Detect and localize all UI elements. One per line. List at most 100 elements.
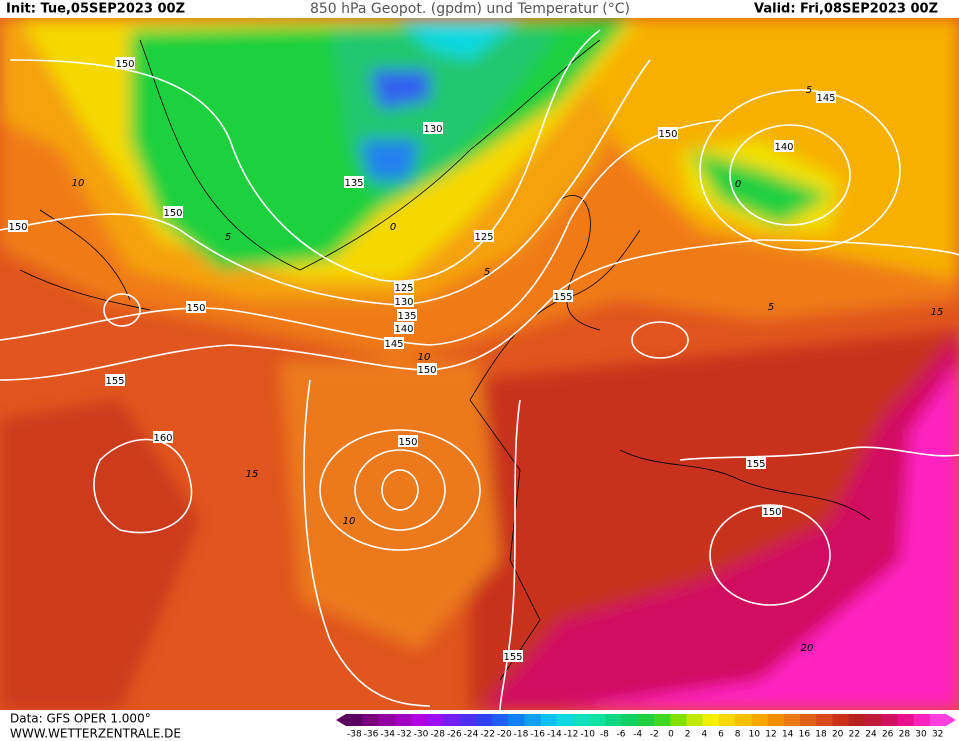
contour-label-box xyxy=(762,505,782,517)
colorbar-label: -22 xyxy=(480,730,495,740)
colorbar-swatch xyxy=(751,714,769,726)
colorbar-label: 26 xyxy=(882,730,894,740)
temperature-label: 10 xyxy=(72,178,85,189)
colorbar-label: 6 xyxy=(718,730,724,740)
temperature-label: 10 xyxy=(343,516,356,527)
contour-label-box xyxy=(115,57,135,69)
contour-label-box xyxy=(398,435,418,447)
contour-label: 155 xyxy=(503,652,522,663)
colorbar-swatch xyxy=(767,714,785,726)
colorbar-swatch xyxy=(394,714,412,726)
colorbar-label: -16 xyxy=(530,730,545,740)
contour-label: 130 xyxy=(394,297,413,308)
contour-label-box xyxy=(658,127,678,139)
colorbar-swatch xyxy=(897,714,915,726)
colorbar-swatch xyxy=(443,714,461,726)
contour-label-box xyxy=(8,220,28,232)
contour-label: 125 xyxy=(474,232,493,243)
colorbar-swatch xyxy=(783,714,801,726)
contour-label: 150 xyxy=(762,507,781,518)
map-field xyxy=(0,18,959,710)
colorbar-label: -10 xyxy=(580,730,595,740)
colorbar-label: -26 xyxy=(447,730,462,740)
colorbar-swatch xyxy=(491,714,509,726)
contour-label-box xyxy=(105,374,125,386)
colorbar-swatch xyxy=(621,714,639,726)
colorbar-label: -2 xyxy=(650,730,659,740)
colorbar-label: 24 xyxy=(865,730,877,740)
colorbar-swatch xyxy=(832,714,850,726)
contour-label: 150 xyxy=(398,437,417,448)
colorbar-label: 0 xyxy=(668,730,674,740)
temperature-label: 10 xyxy=(418,352,431,363)
contour-label: 150 xyxy=(163,208,182,219)
colorbar-swatch xyxy=(929,714,947,726)
colorbar-swatch xyxy=(605,714,623,726)
contour-label-box xyxy=(384,337,404,349)
contour-label: 150 xyxy=(417,365,436,376)
temperature-label: 5 xyxy=(806,85,812,96)
colorbar-swatch xyxy=(816,714,833,726)
temperature-label: 5 xyxy=(768,302,774,313)
contour-label-box xyxy=(417,363,437,375)
contour-label: 145 xyxy=(816,93,835,104)
colorbar-swatch xyxy=(848,714,866,726)
contour-label-box xyxy=(503,650,523,662)
colorbar-swatch xyxy=(524,714,542,726)
temperature-label: 15 xyxy=(931,307,944,318)
colorbar-label: -34 xyxy=(380,730,395,740)
data-source: Data: GFS OPER 1.000° xyxy=(10,712,151,726)
colorbar-label: 28 xyxy=(899,730,911,740)
contour-label-box xyxy=(816,91,836,103)
contour-label: 150 xyxy=(186,303,205,314)
contour-label-box xyxy=(397,309,417,321)
temperature-labels: 10 5 0 5 10 15 10 5 0 5 20 15 xyxy=(72,85,944,654)
colorbar-swatch xyxy=(459,714,477,726)
color-bar: -38 -36 -34 -32 -30 -28 -26 -24 -22 -20 -18 -16 -14-… xyxy=(336,714,956,740)
colorbar-swatch xyxy=(427,714,444,726)
colorbar-swatch xyxy=(637,714,655,726)
colorbar-swatch xyxy=(410,714,428,726)
contour-label-box xyxy=(344,176,364,188)
contour-label: 160 xyxy=(153,433,172,444)
contour-label: 155 xyxy=(105,376,124,387)
colorbar-swatch xyxy=(670,714,688,726)
colorbar-label: 18 xyxy=(815,730,827,740)
colorbar-label: -12 xyxy=(564,730,579,740)
website: WWW.WETTERZENTRALE.DE xyxy=(10,727,181,741)
colorbar-swatch xyxy=(362,714,379,726)
colorbar-label: 10 xyxy=(749,730,761,740)
contour-label-box xyxy=(163,206,183,218)
colorbar-swatch xyxy=(540,714,558,726)
colorbar-label: -14 xyxy=(547,730,562,740)
colorbar-label: 4 xyxy=(701,730,707,740)
contour-label: 140 xyxy=(394,324,413,335)
colorbar-label: -32 xyxy=(397,730,412,740)
temperature-label: 20 xyxy=(801,643,814,654)
colorbar-swatch xyxy=(589,714,606,726)
colorbar-label: 30 xyxy=(915,730,927,740)
colorbar-label: -18 xyxy=(514,730,529,740)
colorbar-swatch xyxy=(475,714,493,726)
colorbar-label: -28 xyxy=(430,730,445,740)
temperature-label: 5 xyxy=(484,267,490,278)
colorbar-swatch xyxy=(864,714,882,726)
colorbar-label: -6 xyxy=(617,730,626,740)
colorbar-label: -8 xyxy=(600,730,609,740)
colorbar-label: -38 xyxy=(347,730,362,740)
colorbar-label: 2 xyxy=(685,730,691,740)
contour-label: 150 xyxy=(658,129,677,140)
colorbar-swatch xyxy=(556,714,574,726)
contour-label-box xyxy=(394,281,414,293)
contour-label: 150 xyxy=(115,59,134,70)
contour-label: 155 xyxy=(553,292,572,303)
colorbar-label: -20 xyxy=(497,730,512,740)
colorbar-label: 32 xyxy=(932,730,943,740)
colorbar-arrow-right xyxy=(946,714,956,726)
contour-label-box xyxy=(423,122,443,134)
temperature-label: 5 xyxy=(225,232,231,243)
colorbar-label: -24 xyxy=(464,730,479,740)
colorbar-label: 16 xyxy=(799,730,811,740)
